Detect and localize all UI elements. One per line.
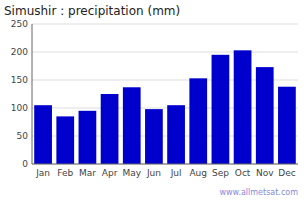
bar [145, 109, 163, 164]
bar [234, 50, 252, 164]
grid-line [32, 24, 298, 25]
chart-container: Simushir : precipitation (mm) 0 50 100 150 20… [0, 0, 306, 200]
x-tick-label: Aug [189, 168, 207, 178]
x-tick-label: Jan [35, 168, 50, 178]
bar [167, 105, 185, 164]
title: Simushir : precipitation (mm) [4, 4, 180, 18]
bar [123, 87, 141, 164]
y-tick-label: 0 [22, 159, 28, 169]
x-tick-label: Nov [256, 168, 274, 178]
y-axis [32, 24, 33, 164]
bar [79, 111, 97, 164]
x-axis [32, 164, 298, 165]
x-tick-label: Oct [235, 168, 251, 178]
chart-svg: Simushir : precipitation (mm) 0 50 100 150 20… [0, 0, 306, 200]
bar [256, 67, 274, 164]
bars [34, 50, 296, 164]
x-tick-label: Sep [212, 168, 229, 178]
x-tick-label: Mar [79, 168, 96, 178]
y-tick-label: 250 [11, 19, 28, 29]
y-tick-label: 200 [11, 47, 28, 57]
y-tick-label: 100 [11, 103, 28, 113]
x-tick-label: Apr [102, 168, 118, 178]
bar [278, 87, 296, 164]
x-tick-label: May [122, 168, 141, 178]
bar [101, 94, 119, 164]
x-tick-label: Feb [57, 168, 73, 178]
bar [189, 78, 207, 164]
bar [34, 105, 52, 164]
y-tick-label: 150 [11, 75, 28, 85]
grid-line [32, 52, 298, 53]
bar [212, 55, 230, 164]
bar [56, 116, 74, 164]
y-tick-label: 50 [17, 131, 29, 141]
x-tick-label: Jul [170, 168, 182, 178]
grid [32, 24, 298, 164]
x-tick-label: Dec [278, 168, 295, 178]
watermark: www.allmetsat.com [220, 188, 299, 197]
x-tick-label: Jun [146, 168, 161, 178]
grid-line [32, 164, 298, 165]
